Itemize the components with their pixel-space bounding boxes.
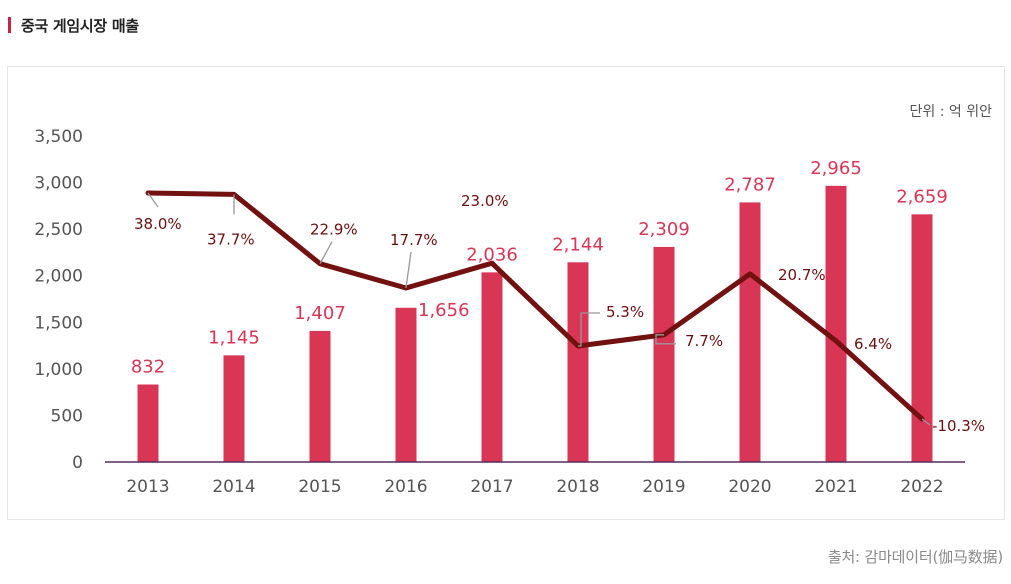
bar-value-label: 1,145 (208, 327, 260, 348)
x-tick-label: 2014 (212, 477, 255, 497)
x-tick-label: 2017 (470, 477, 513, 497)
bar (137, 384, 159, 462)
revenue-chart: 단위 : 억 위안 0 500 1,000 1,500 2,000 2,500 3,000 3… (34, 104, 993, 497)
x-axis-ticks: 2013 2014 2015 2016 2017 2018 2019 2020 2021 2022 (126, 477, 943, 497)
x-tick-label: 2013 (126, 477, 169, 497)
growth-line (145, 190, 925, 422)
y-axis-ticks: 0 500 1,000 1,500 2,000 2,500 3,000 3,500 (34, 127, 83, 473)
growth-line-group (145, 190, 925, 422)
bar (739, 202, 761, 462)
bar-value-labels: 832 1,145 1,407 1,656 2,036 2,144 2,309 2,787 2,… (131, 158, 948, 378)
bar-value-label: 2,965 (810, 158, 862, 179)
growth-leader-line (147, 192, 159, 208)
x-tick-label: 2019 (642, 477, 685, 497)
y-tick-label: 1,000 (34, 360, 83, 380)
x-tick-label: 2022 (900, 477, 943, 497)
y-tick-label: 500 (51, 406, 83, 426)
growth-leader-line (655, 334, 676, 345)
growth-label: 7.7% (685, 332, 723, 350)
growth-leader-line (319, 241, 333, 265)
y-tick-label: 2,500 (34, 220, 83, 240)
section-header: 중국 게임시장 매출 (8, 14, 139, 36)
bar (653, 246, 675, 462)
source-note: 출처: 감마데이터(伽马数据) (827, 548, 1003, 566)
growth-leader-line (578, 312, 600, 347)
unit-label: 단위 : 억 위안 (910, 104, 993, 120)
bar (395, 307, 417, 462)
growth-leader-line (921, 418, 931, 426)
x-tick-label: 2020 (728, 477, 771, 497)
y-tick-label: 1,500 (34, 313, 83, 333)
growth-label: 37.7% (207, 230, 255, 248)
x-tick-label: 2018 (556, 477, 599, 497)
bar (825, 185, 847, 462)
growth-label: 22.9% (310, 221, 358, 239)
bar-value-label: 2,144 (552, 234, 604, 255)
x-tick-label: 2016 (384, 477, 427, 497)
bar (481, 272, 503, 462)
y-tick-label: 0 (72, 453, 83, 473)
bar (309, 330, 331, 462)
growth-label: -10.3% (932, 417, 985, 435)
bar-value-label: 2,659 (896, 186, 948, 207)
growth-label: 23.0% (461, 192, 509, 210)
growth-label: 17.7% (390, 231, 438, 249)
growth-labels: 38.0% 37.7% 22.9% 17.7% 23.0% 5.3% 7.7% 20.7% 6.… (134, 192, 985, 435)
y-tick-label: 3,000 (34, 174, 83, 194)
bar-value-label: 2,787 (724, 174, 776, 195)
x-tick-label: 2021 (814, 477, 857, 497)
growth-label: 6.4% (854, 335, 892, 353)
bars-group (137, 185, 933, 462)
bar-value-label: 832 (131, 357, 165, 378)
growth-leader-line (405, 251, 412, 289)
bar-value-label: 1,407 (294, 303, 346, 324)
bar (567, 262, 589, 462)
page-title: 중국 게임시장 매출 (21, 16, 139, 35)
title-accent-bar (8, 17, 11, 33)
bar (911, 214, 933, 462)
bar (223, 355, 245, 462)
bar-value-label: 2,036 (466, 244, 518, 265)
growth-label: 38.0% (134, 215, 182, 233)
growth-label: 20.7% (778, 266, 826, 284)
y-tick-label: 3,500 (34, 127, 83, 147)
bar-value-label: 2,309 (638, 219, 690, 240)
y-tick-label: 2,000 (34, 267, 83, 287)
growth-label: 5.3% (606, 303, 644, 321)
bar-value-label: 1,656 (418, 300, 470, 321)
x-tick-label: 2015 (298, 477, 341, 497)
chart-panel: 단위 : 억 위안 0 500 1,000 1,500 2,000 2,500 3,000 3… (7, 66, 1005, 520)
